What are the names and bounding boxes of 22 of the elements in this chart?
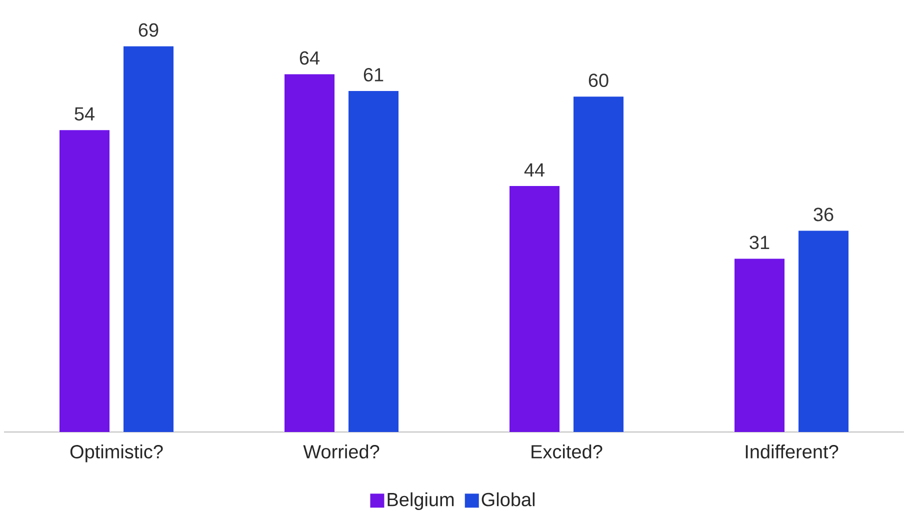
legend-label: Belgium xyxy=(388,492,454,510)
x-tick-label: Excited? xyxy=(532,444,602,458)
bar xyxy=(348,90,399,432)
data-label: 54 xyxy=(74,107,95,121)
bar xyxy=(284,74,335,432)
legend-label: Global xyxy=(482,492,535,506)
data-label: 69 xyxy=(138,23,158,37)
data-label: 60 xyxy=(588,74,608,88)
data-label: 61 xyxy=(364,68,384,82)
data-label: 36 xyxy=(814,208,834,222)
x-tick-label: Indifferent? xyxy=(746,444,838,458)
data-label: 31 xyxy=(750,236,770,250)
bar xyxy=(734,258,784,432)
data-label: 64 xyxy=(300,51,320,65)
bar xyxy=(574,96,624,432)
bar xyxy=(60,130,110,432)
x-tick-label: Optimistic? xyxy=(70,444,163,462)
data-label: 44 xyxy=(524,163,545,176)
x-tick-label: Worried? xyxy=(303,444,380,458)
bar xyxy=(798,230,848,432)
bar xyxy=(124,46,174,432)
bar xyxy=(510,186,560,432)
